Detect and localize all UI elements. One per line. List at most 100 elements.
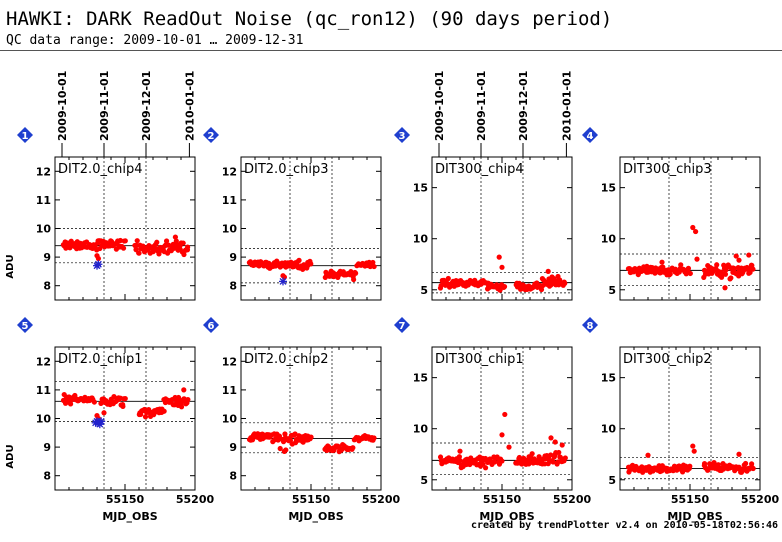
x-axis-label: MJD_OBS [102,510,157,523]
x-tick-label: 55200 [553,493,592,506]
data-point [552,439,558,445]
y-tick-label: 12 [36,355,51,368]
panel-number-badge [17,127,33,143]
data-point [98,400,104,406]
data-point [750,465,756,472]
data-point [690,443,696,449]
panel-6: 8 9 10 11 12 55150 55200 DIT2.0_chip2 MJD_OBS 6 [203,317,400,523]
data-point [68,401,74,407]
plot-frame [431,346,573,491]
data-point [134,238,140,244]
panel-3: 5 10 15 DIT300_chip4 3 2009-10-01 2009-11-01 20… [394,71,573,301]
y-tick-label: 9 [229,251,237,264]
data-point [101,410,107,416]
qc-data-range: QC data range: 2009-10-01 … 2009-12-31 [6,33,304,48]
data-point [445,275,451,282]
data-point [371,435,377,441]
data-point [161,408,167,414]
panel-number: 3 [399,131,406,142]
x-tick-label: 55200 [741,493,780,506]
data-point [711,460,717,466]
panel-title: DIT2.0_chip1 [58,352,142,367]
data-point [678,262,684,268]
data-point [457,448,463,454]
data-point [502,411,508,418]
x-axis-label: MJD_OBS [479,510,534,523]
panel-title: DIT300_chip1 [435,352,524,367]
x-tick-label: 55200 [362,493,401,506]
data-point [351,276,357,283]
plot-frame [54,346,196,491]
date-tick-label: 2009-10-01 [56,71,69,141]
panel-number-badge [394,317,410,333]
data-point [185,396,191,403]
x-tick-label: 55150 [106,493,145,506]
data-point [499,432,505,438]
panel-title: DIT300_chip2 [623,352,712,367]
date-tick-label: 2009-12-01 [517,71,530,141]
data-point [496,254,502,260]
y-tick-label: 15 [601,182,616,195]
data-point [277,445,283,452]
data-point [120,403,126,410]
data-point [562,280,568,286]
y-tick-label: 8 [43,280,51,293]
data-point [548,435,554,441]
footer-credit: created by trendPlotter v2.4 on 2010-05-… [470,520,778,531]
data-point [352,270,359,276]
y-tick-label: 15 [413,372,428,385]
data-point [122,395,128,402]
plot-frame [619,156,761,301]
panel-7: 5 10 15 55150 55200 DIT300_chip1 MJD_OBS 7 [394,317,591,523]
data-point [94,253,100,259]
panel-number: 8 [587,321,594,332]
outlier-stroke [279,277,287,285]
data-point [456,454,462,460]
y-tick-label: 10 [36,413,52,426]
plot-frame [240,346,382,491]
data-point [163,238,170,244]
y-tick-label: 10 [413,233,429,246]
data-point [645,452,651,458]
data-point [501,284,508,290]
data-point [172,234,178,240]
data-point [687,270,693,277]
data-point [746,252,752,258]
data-point [482,465,489,471]
data-point [117,237,124,244]
panel-number: 1 [22,131,29,142]
date-tick-label: 2009-11-01 [98,71,111,141]
panel-number: 2 [208,131,215,142]
panel-number-badge [394,127,410,143]
y-tick-label: 8 [229,280,237,293]
panel-number-badge [203,127,219,143]
data-point [497,287,503,293]
data-point [491,459,498,465]
data-point [545,268,551,274]
data-point [154,239,160,245]
y-tick-label: 12 [36,165,51,178]
data-point [728,275,734,281]
y-tick-label: 5 [608,474,616,487]
panel-1: 8 9 10 11 12 DIT2.0_chip4 ADU 1 2009-10-01 2009-1… [5,71,196,301]
data-point [694,256,700,262]
y-tick-label: 10 [222,413,238,426]
y-tick-label: 12 [222,165,237,178]
panel-2: 8 9 10 11 12 DIT2.0_chip3 2 [203,127,382,301]
data-point [693,228,699,235]
x-tick-label: 55150 [671,493,710,506]
panel-title: DIT2.0_chip3 [244,162,328,177]
outlier-point [94,260,103,269]
panel-number-badge [582,127,598,143]
data-point [296,257,302,263]
panel-title: DIT300_chip4 [435,162,524,177]
outlier-point [97,417,106,426]
data-point [136,250,142,256]
data-point [667,271,673,277]
data-point [142,414,149,420]
date-tick-label: 2009-10-01 [433,71,446,141]
y-tick-label: 8 [229,470,237,483]
data-point [111,393,117,400]
x-axis-label: MJD_OBS [288,510,343,523]
